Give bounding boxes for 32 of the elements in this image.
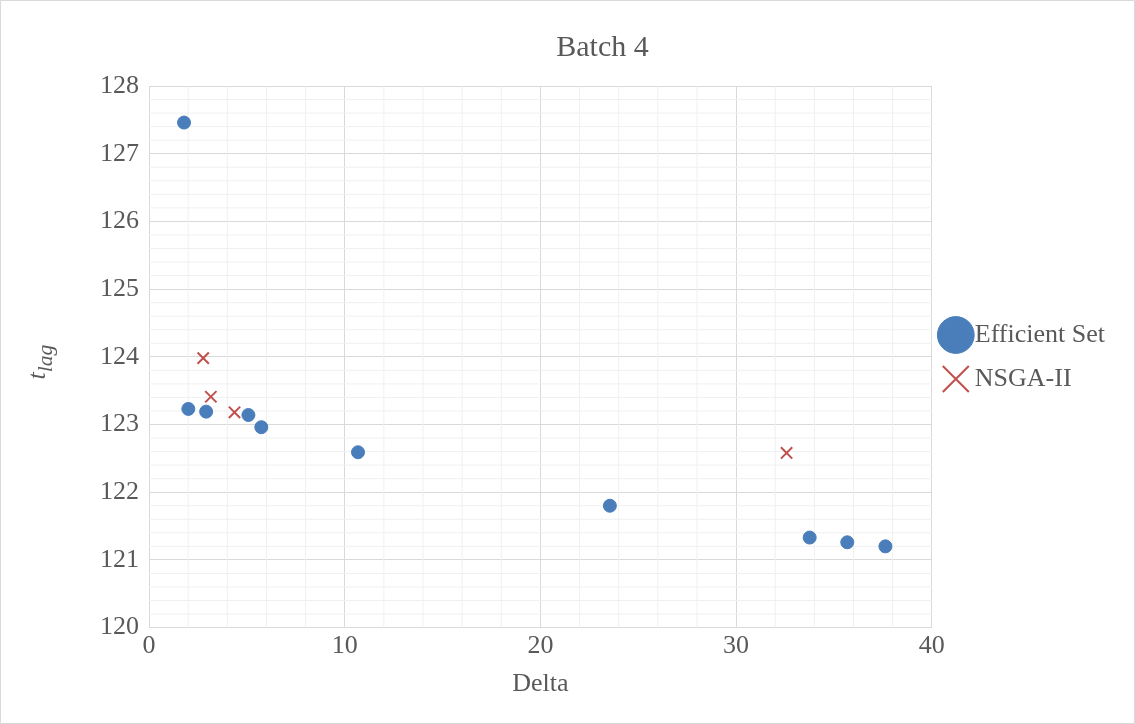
y-tick-label: 126 xyxy=(100,205,139,235)
point xyxy=(602,498,617,513)
point xyxy=(840,535,855,550)
point xyxy=(878,539,893,554)
point xyxy=(254,420,269,435)
point xyxy=(351,445,366,460)
legend-label: NSGA-II xyxy=(974,362,1072,392)
y-tick-label: 128 xyxy=(100,69,139,99)
point xyxy=(779,446,794,460)
y-tick-label: 123 xyxy=(100,408,139,438)
y-tick-label: 122 xyxy=(100,476,139,506)
x-tick-label: 20 xyxy=(527,630,554,660)
point xyxy=(802,530,817,545)
point xyxy=(181,401,196,416)
point xyxy=(227,405,242,419)
x-axis-title: Delta xyxy=(512,668,570,698)
x-tick-label: 0 xyxy=(142,630,156,660)
chart-title: Batch 4 xyxy=(556,28,649,62)
legend-label: Efficient Set xyxy=(974,318,1106,348)
point xyxy=(177,115,192,130)
x-tick-label: 10 xyxy=(331,630,358,660)
y-tick-label: 127 xyxy=(100,137,139,167)
y-tick-label: 121 xyxy=(100,543,139,573)
x-tick-label: 30 xyxy=(723,630,750,660)
y-tick-label: 120 xyxy=(100,611,139,641)
y-tick-label: 124 xyxy=(100,340,139,370)
point xyxy=(196,351,210,365)
point xyxy=(204,390,218,404)
y-tick-label: 125 xyxy=(100,272,139,302)
point xyxy=(241,408,256,423)
point xyxy=(199,404,214,419)
x-tick-label: 40 xyxy=(918,630,945,660)
